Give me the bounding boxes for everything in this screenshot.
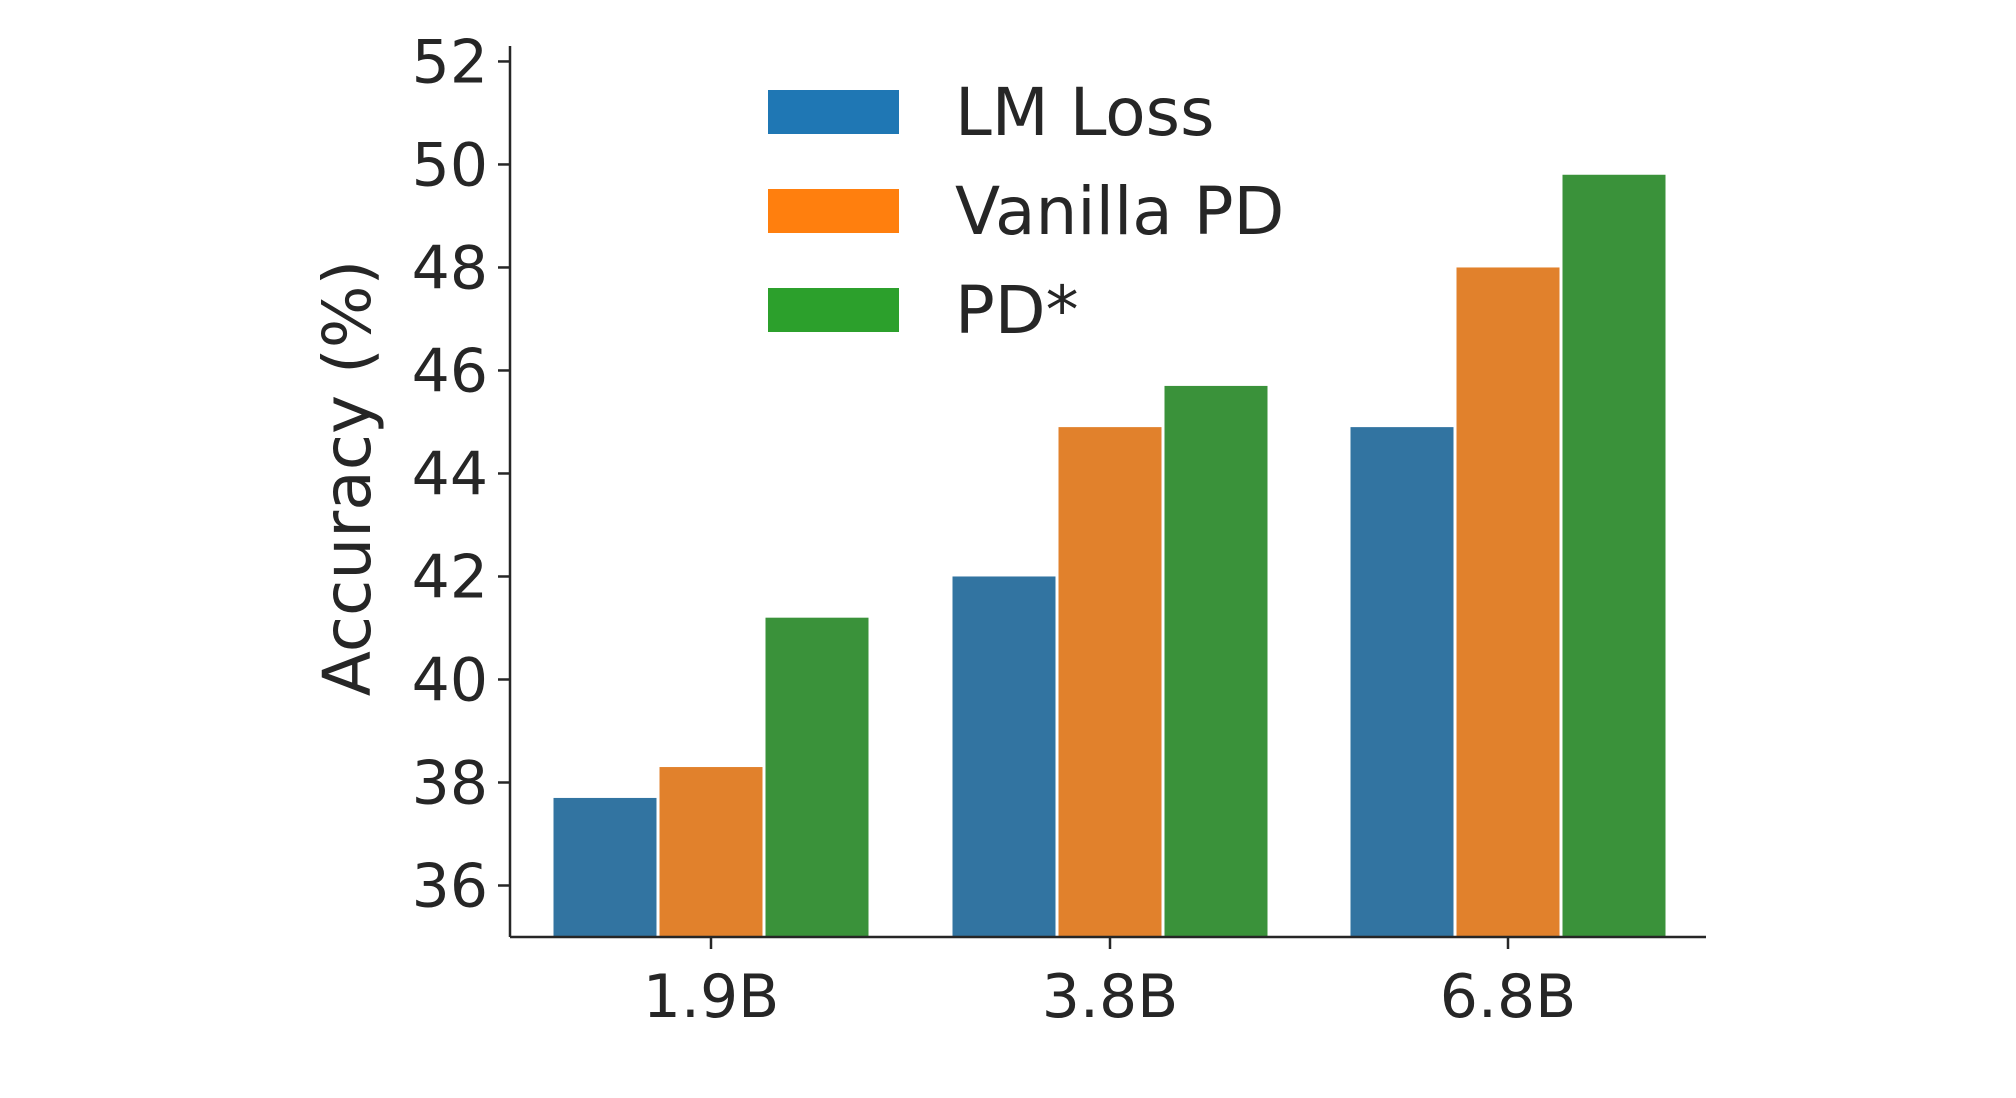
- legend-label: Vanilla PD: [955, 173, 1284, 250]
- y-tick-label: 40: [412, 645, 488, 715]
- y-axis-title: Accuracy (%): [309, 260, 386, 697]
- x-ticks-group: 1.9B 3.8B 6.8B: [643, 937, 1577, 1032]
- bar-pd--6-8B: [1562, 174, 1666, 938]
- bar-vanilla-pd-3-8B: [1058, 427, 1162, 937]
- x-tick-label: 6.8B: [1440, 962, 1577, 1032]
- bar-pd--1-9B: [765, 617, 869, 937]
- y-tick-label: 52: [412, 27, 488, 97]
- y-tick-label: 50: [412, 130, 488, 200]
- bar-vanilla-pd-6-8B: [1456, 267, 1560, 938]
- bar-lm-loss-3-8B: [952, 576, 1056, 937]
- bars-group: [553, 174, 1666, 938]
- legend: LM Loss Vanilla PD PD*: [768, 74, 1284, 349]
- y-tick-label: 48: [412, 233, 488, 303]
- legend-swatch: [768, 189, 899, 233]
- x-tick-label: 3.8B: [1042, 962, 1179, 1032]
- bar-vanilla-pd-1-9B: [659, 767, 763, 937]
- bar-lm-loss-6-8B: [1350, 427, 1454, 937]
- legend-swatch: [768, 288, 899, 332]
- x-tick-label: 1.9B: [643, 962, 780, 1032]
- legend-label: PD*: [955, 272, 1079, 349]
- legend-swatch: [768, 90, 899, 134]
- bar-lm-loss-1-9B: [553, 797, 657, 937]
- y-tick-label: 38: [412, 748, 488, 818]
- y-tick-label: 46: [412, 336, 488, 406]
- axes-group: [508, 46, 1706, 939]
- legend-label: LM Loss: [955, 74, 1214, 151]
- bar-pd--3-8B: [1164, 385, 1268, 937]
- y-tick-label: 44: [412, 439, 488, 509]
- y-tick-label: 36: [412, 851, 488, 921]
- y-ticks-group: 36 38 40 42 44 46 48 50 52: [412, 27, 510, 921]
- y-tick-label: 42: [412, 542, 488, 612]
